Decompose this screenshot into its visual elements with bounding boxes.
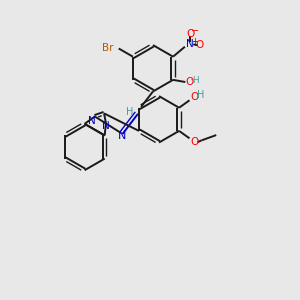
- Text: −: −: [191, 26, 200, 36]
- Text: O: O: [190, 137, 199, 147]
- Text: N: N: [186, 39, 194, 50]
- Text: N: N: [118, 131, 126, 141]
- Text: O: O: [186, 29, 194, 39]
- Text: H: H: [126, 107, 133, 117]
- Text: +: +: [191, 37, 198, 46]
- Text: O: O: [185, 77, 193, 87]
- Text: H: H: [197, 90, 204, 100]
- Text: N: N: [88, 116, 95, 127]
- Text: ·H: ·H: [190, 76, 200, 85]
- Text: N: N: [102, 122, 110, 131]
- Text: Br: Br: [102, 44, 113, 53]
- Text: O: O: [196, 40, 204, 50]
- Text: O: O: [190, 92, 199, 102]
